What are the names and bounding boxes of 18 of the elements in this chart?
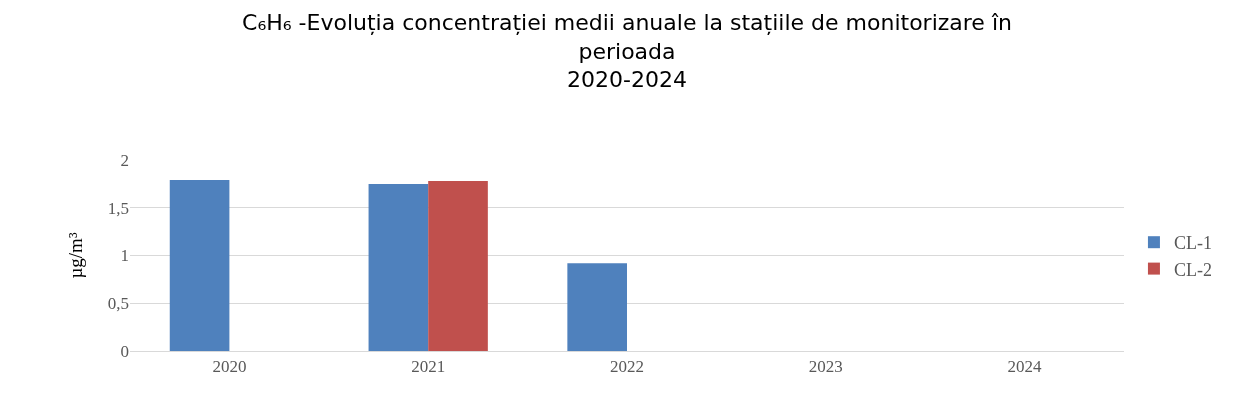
x-tick-label: 2021 [411,357,446,377]
y-tick-label: 0,5 [107,294,129,314]
bar [368,183,429,351]
bar [169,180,230,351]
x-tick-label: 2022 [610,357,644,377]
y-tick-label: 1,5 [107,198,129,218]
bar [567,263,627,351]
y-tick-label: 0 [120,341,129,361]
x-tick-label: 2024 [1007,357,1043,377]
legend-label: CL-2 [1173,259,1212,280]
y-tick-label: 1 [120,246,129,266]
x-tick-label: 2020 [212,357,247,377]
legend-label: CL-1 [1173,233,1212,254]
chart-title: C₆H₆ -Evoluția concentrației medii anuale la stațiile de monitorizare în perioada 2020-2024 [242,10,1012,93]
x-tick-label: 2023 [808,357,843,377]
bar [428,181,488,351]
y-tick-label: 2 [120,150,129,170]
y-axis-title: µg/m³ [65,232,86,279]
